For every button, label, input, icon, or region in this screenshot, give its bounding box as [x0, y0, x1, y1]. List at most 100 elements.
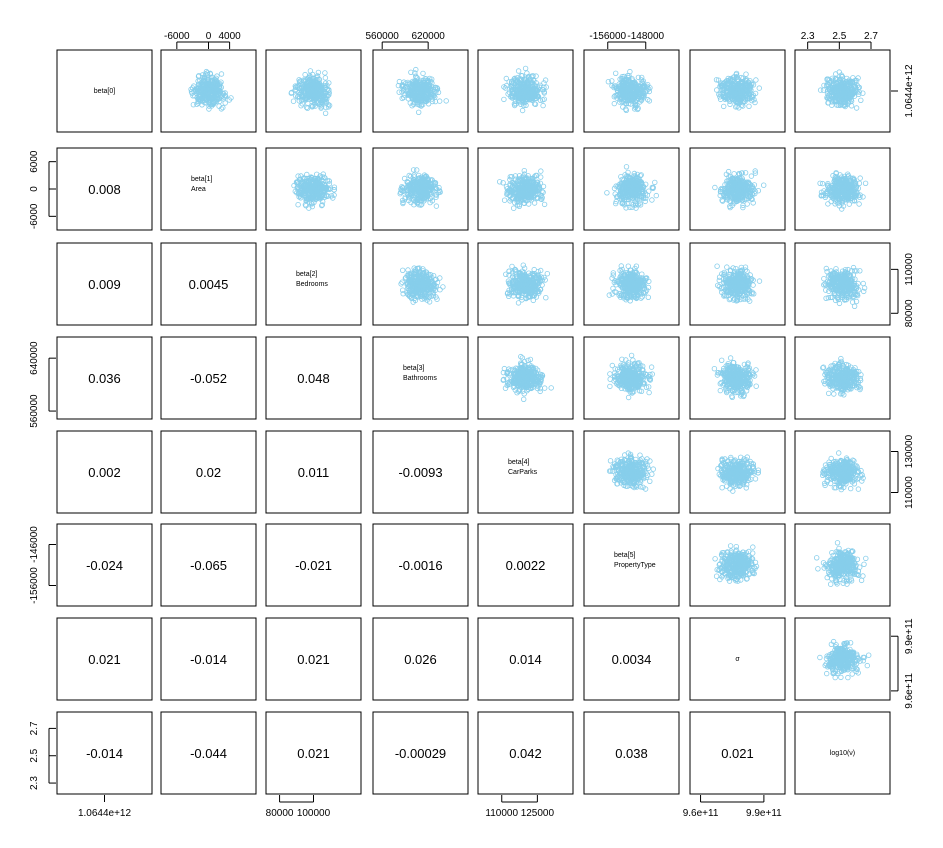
scatter-point — [312, 91, 319, 97]
scatter-point — [416, 92, 422, 98]
panel-r0-c1 — [160, 49, 257, 133]
panel-r0-c0: beta[0] — [56, 49, 153, 133]
scatter-point — [623, 164, 630, 170]
scatter-point — [653, 192, 659, 199]
scatter-point — [501, 197, 508, 203]
scatter-point — [825, 201, 831, 207]
scatter-point — [522, 65, 529, 72]
scatter-point — [414, 80, 420, 87]
scatter-point — [318, 102, 324, 108]
panel-r2-c4 — [477, 242, 574, 326]
scatter-point — [326, 90, 332, 96]
scatter-point — [309, 79, 315, 85]
scatter-point — [316, 80, 323, 87]
scatter-point — [846, 201, 852, 207]
scatter-point — [322, 75, 329, 81]
scatter-point — [416, 109, 422, 115]
scatter-point — [853, 105, 860, 111]
scatter-point — [440, 284, 446, 290]
scatter-point — [311, 84, 317, 90]
scatter-point — [313, 88, 319, 95]
scatter-point — [432, 98, 439, 105]
scatter-point — [323, 96, 330, 102]
scatter-point — [409, 95, 415, 101]
scatter-point — [421, 84, 427, 90]
scatter-point — [319, 99, 325, 105]
scatter-point — [408, 69, 414, 75]
scatter-point — [511, 205, 517, 211]
panel-r0-c3 — [372, 49, 469, 133]
scatter-point — [290, 98, 297, 104]
scatter-point — [635, 74, 642, 81]
panel-r0-c6 — [689, 49, 786, 133]
scatter-point — [538, 174, 544, 180]
scatter-point — [208, 75, 214, 81]
scatter-point — [307, 68, 314, 74]
scatter-point — [541, 201, 548, 208]
scatter-point — [206, 103, 212, 109]
panel-r2-c3 — [372, 242, 469, 326]
scatter-point — [322, 110, 329, 116]
panel-r1-c6 — [689, 147, 786, 231]
scatter-point — [309, 104, 315, 110]
scatter-point — [215, 94, 221, 100]
scatter-point — [862, 180, 869, 186]
scatter-point — [301, 78, 307, 84]
scatter-point — [216, 98, 223, 105]
scatter-point — [207, 88, 213, 94]
panel-r2-c5 — [583, 242, 680, 326]
scatter-point — [437, 98, 443, 104]
scatter-point — [395, 82, 402, 89]
scatter-point — [203, 68, 210, 75]
panel-frame — [477, 49, 574, 133]
scatter-point — [206, 100, 213, 106]
scatter-point — [220, 104, 226, 111]
scatter-point — [858, 97, 864, 103]
scatter-point — [435, 89, 442, 96]
correlation-value: 0.009 — [88, 277, 121, 292]
scatter-point — [401, 175, 408, 182]
panel-r1-c1: beta[1] Area — [160, 147, 257, 231]
scatter-point — [202, 78, 208, 84]
scatter-point — [408, 89, 415, 96]
panel-r2-c0: 0.009 — [56, 242, 153, 326]
scatter-point — [652, 179, 658, 186]
scatter-point — [540, 102, 546, 109]
scatter-point — [400, 267, 406, 273]
scatter-point — [195, 88, 201, 94]
scatter-point — [195, 81, 202, 87]
scatter-point — [753, 77, 759, 83]
variable-label: beta[0] — [94, 88, 115, 95]
scatter-point — [543, 295, 549, 301]
scatter-point — [205, 81, 211, 88]
scatter-point — [204, 70, 210, 76]
panel-r1-c7 — [794, 147, 891, 231]
scatter-point — [194, 101, 200, 107]
scatter-point — [311, 97, 317, 104]
correlation-value: 0.008 — [88, 182, 121, 197]
panel-r1-c5 — [583, 147, 680, 231]
scatter-point — [743, 71, 749, 77]
variable-sublabel: Area — [191, 186, 206, 193]
scatter-point — [226, 97, 232, 103]
panel-r2-c2: beta[2]Bedrooms — [265, 242, 362, 326]
scatter-point — [203, 96, 209, 103]
scatter-point — [295, 201, 301, 208]
scatter-point — [331, 192, 337, 198]
panel-frame — [160, 49, 257, 133]
scatter-point — [316, 88, 322, 94]
scatter-point — [515, 68, 522, 74]
scatter-point — [731, 171, 737, 177]
scatter-point — [307, 74, 313, 80]
scatter-point — [746, 103, 752, 109]
variable-label: beta[1] — [191, 176, 212, 183]
scatter-point — [412, 70, 418, 76]
scatter-point — [190, 101, 197, 108]
scatter-point — [443, 98, 449, 104]
scatter-point — [613, 70, 619, 76]
scatter-point — [207, 91, 214, 97]
scatter-point — [207, 71, 214, 77]
scatter-point — [519, 107, 526, 114]
scatter-point — [302, 71, 308, 78]
